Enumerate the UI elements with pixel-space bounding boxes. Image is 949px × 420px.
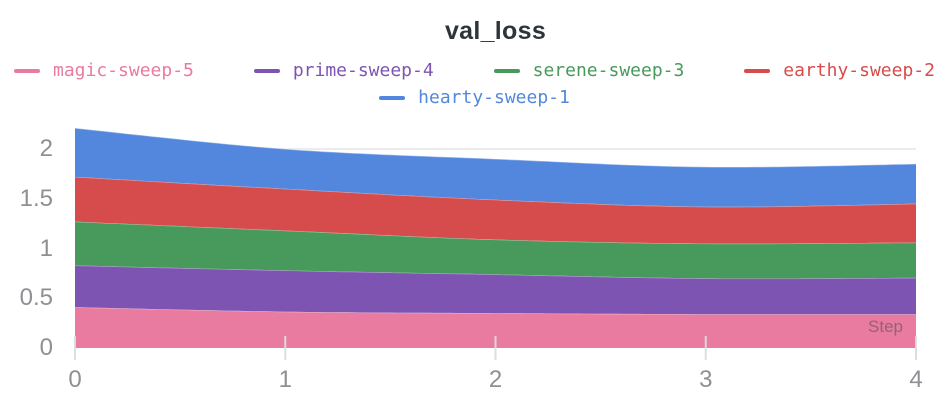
area-serene-sweep-3[interactable]	[75, 221, 916, 279]
legend-item-hearty-sweep-1[interactable]: hearty-sweep-1	[379, 86, 570, 110]
y-tick-label: 0	[39, 334, 53, 361]
area-hearty-sweep-1[interactable]	[75, 128, 916, 207]
y-tick-label: 0.5	[19, 284, 53, 312]
y-tick-label: 1	[39, 234, 53, 262]
legend-item-prime-sweep-4[interactable]: prime-sweep-4	[253, 59, 434, 83]
legend-swatch-icon	[253, 69, 280, 73]
legend-swatch-icon	[493, 69, 520, 73]
x-tick-label: 1	[278, 366, 292, 393]
x-axis-title: Step	[868, 317, 903, 336]
legend-label: magic-sweep-5	[53, 60, 194, 81]
legend-swatch-icon	[14, 69, 40, 73]
legend-swatch-icon	[744, 69, 771, 73]
x-tick-label: 2	[488, 366, 503, 393]
legend-item-earthy-sweep-2[interactable]: earthy-sweep-2	[744, 59, 935, 83]
legend-label: serene-sweep-3	[532, 60, 685, 81]
legend-item-serene-sweep-3[interactable]: serene-sweep-3	[493, 59, 685, 83]
area-earthy-sweep-2[interactable]	[75, 176, 916, 244]
y-tick-label: 2	[39, 135, 53, 162]
legend-label: earthy-sweep-2	[783, 60, 935, 81]
legend-label: prime-sweep-4	[292, 60, 434, 81]
legend-item-magic-sweep-5[interactable]: magic-sweep-5	[14, 59, 194, 83]
legend-row: magic-sweep-5 prime-sweep-4 serene-sweep-3…	[14, 58, 935, 84]
legend-swatch-icon	[379, 96, 406, 100]
x-tick-label: 0	[68, 366, 82, 393]
y-tick-label: 1.5	[19, 184, 53, 212]
legend-row: hearty-sweep-1	[14, 85, 935, 111]
legend-label: hearty-sweep-1	[418, 87, 570, 108]
area-edge-hearty-sweep-1	[74, 127, 917, 168]
x-tick-label: 3	[699, 366, 713, 393]
x-tick-label: 4	[909, 366, 923, 393]
legend: magic-sweep-5 prime-sweep-4 serene-sweep-3…	[14, 58, 935, 111]
area-prime-sweep-4[interactable]	[75, 265, 916, 315]
chart-title: val_loss	[444, 17, 547, 45]
